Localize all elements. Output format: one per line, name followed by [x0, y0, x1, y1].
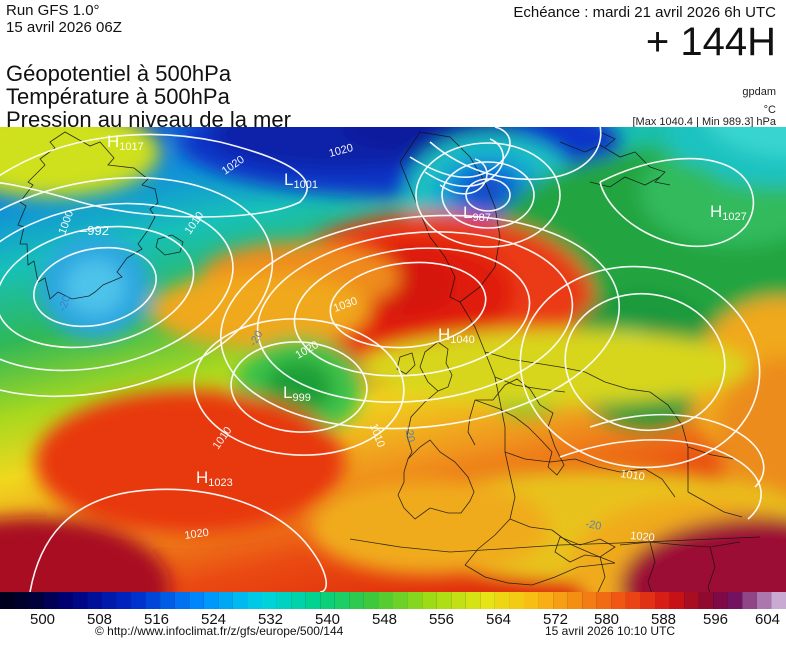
- svg-text:1020: 1020: [184, 527, 210, 542]
- svg-text:L1001: L1001: [284, 170, 318, 191]
- svg-text:H1023: H1023: [196, 468, 233, 489]
- svg-text:-20: -20: [584, 518, 602, 533]
- svg-text:1020: 1020: [630, 530, 655, 544]
- svg-text:1010: 1010: [620, 468, 646, 483]
- svg-text:1010: 1010: [367, 422, 387, 449]
- svg-text:H1040: H1040: [438, 325, 475, 346]
- svg-text:-20: -20: [402, 425, 417, 443]
- svg-text:1030: 1030: [332, 295, 359, 315]
- svg-text:L987: L987: [463, 203, 491, 224]
- svg-text:H1027: H1027: [710, 202, 747, 223]
- svg-text:-20: -20: [247, 329, 265, 349]
- svg-text:-20: -20: [57, 294, 74, 313]
- svg-text:1020: 1020: [328, 142, 355, 160]
- svg-text:1020: 1020: [220, 154, 247, 178]
- svg-text:1010: 1010: [211, 425, 235, 452]
- svg-text:–992: –992: [80, 223, 109, 238]
